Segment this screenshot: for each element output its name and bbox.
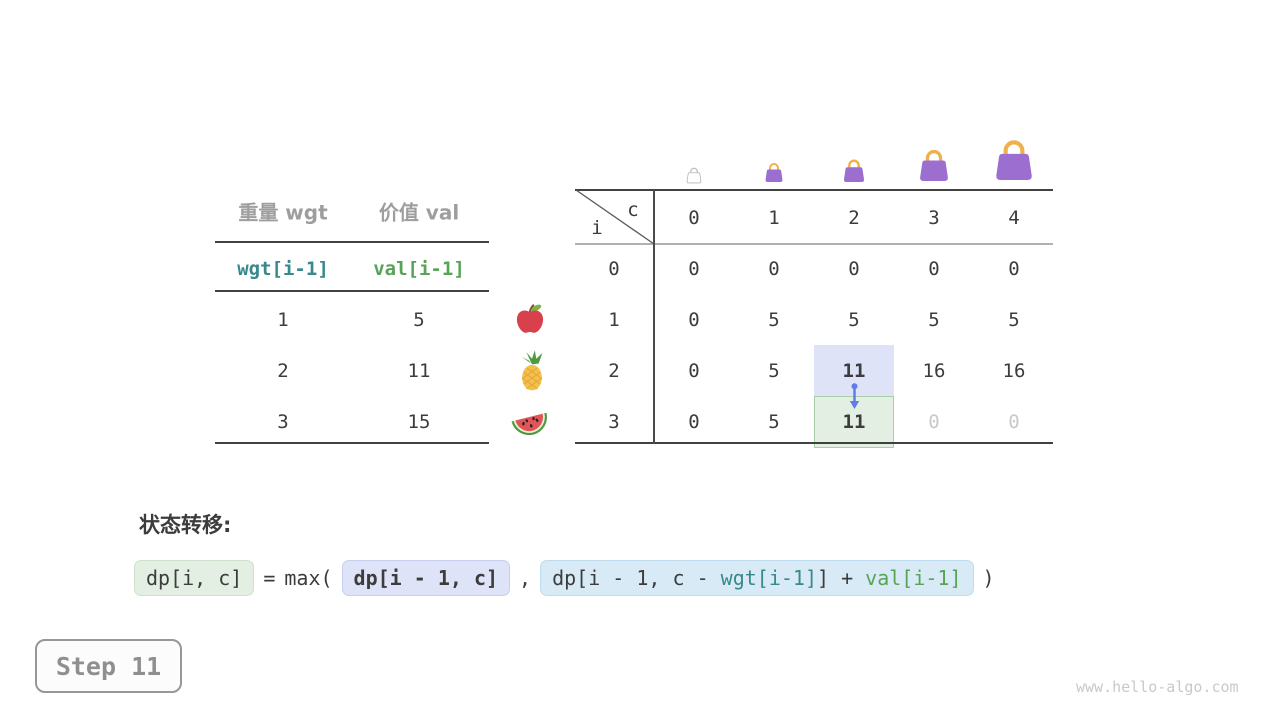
dp-cell-1-1: 5 (768, 309, 780, 331)
dp-col-header-4: 4 (1008, 207, 1020, 229)
dp-col-header-2: 2 (848, 207, 860, 229)
items-row-0-wgt: 1 (277, 309, 289, 331)
dp-col-header-0: 0 (688, 207, 700, 229)
items-col-header-weight: 重量 wgt (238, 200, 328, 225)
dp-cell-0-3: 0 (928, 258, 940, 280)
formula-lhs-pill: dp[i, c] (134, 560, 255, 596)
items-row-1-val: 11 (407, 360, 431, 382)
dp-table-rule-top (575, 189, 1053, 191)
dp-table-rule-header (575, 243, 1053, 245)
dp-cell-0-4: 0 (1008, 258, 1020, 280)
dp-cell-2-2-source: 11 (842, 360, 866, 382)
dp-cell-1-3: 5 (928, 309, 940, 331)
dp-row-header-3: 3 (608, 411, 620, 433)
dp-row-header-1: 1 (608, 309, 620, 331)
items-row-2-val: 15 (407, 411, 431, 433)
dp-cell-3-4: 0 (1008, 411, 1020, 433)
dp-col-header-1: 1 (768, 207, 780, 229)
dp-cell-3-0: 0 (688, 411, 700, 433)
formula-arg2-wgt: wgt[i-1] (720, 566, 817, 590)
items-table-rule-top (215, 241, 489, 243)
dp-cell-2-3: 16 (922, 360, 946, 382)
transition-arrow-icon (849, 383, 860, 409)
state-transition-label: 状态转移: (139, 513, 232, 537)
apple-icon (516, 304, 544, 333)
dp-corner-diagonal (575, 189, 655, 245)
dp-table-rule-vertical (653, 189, 655, 444)
bag-icon-medium (842, 159, 866, 183)
formula-comma: , (519, 566, 532, 590)
dp-cell-0-0: 0 (688, 258, 700, 280)
items-col-header-value: 价值 val (378, 200, 460, 225)
bag-icon-large (918, 149, 950, 183)
dp-cell-0-2: 0 (848, 258, 860, 280)
formula-arg1-pill: dp[i - 1, c] (341, 560, 511, 596)
dp-corner-col-var: c (627, 199, 639, 221)
items-table-rule-mid (215, 290, 489, 292)
items-row-0-val: 5 (413, 309, 425, 331)
pineapple-icon (521, 350, 543, 391)
step-badge: Step 11 (35, 639, 182, 693)
formula-arg2-pre: dp[i - 1, c - (552, 566, 721, 590)
items-var-val: val[i-1] (373, 258, 465, 280)
formula-max-open: max( (284, 566, 333, 590)
bag-icon-small (764, 163, 784, 183)
dp-col-header-3: 3 (928, 207, 940, 229)
dp-corner-row-var: i (591, 217, 603, 239)
items-var-wgt: wgt[i-1] (237, 258, 329, 280)
dp-cell-2-4: 16 (1002, 360, 1026, 382)
dp-table-rule-bottom (575, 442, 1053, 444)
dp-cell-3-1: 5 (768, 411, 780, 433)
dp-cell-0-1: 0 (768, 258, 780, 280)
items-row-2-wgt: 3 (277, 411, 289, 433)
dp-cell-2-0: 0 (688, 360, 700, 382)
formula-arg2-val: val[i-1] (865, 566, 962, 590)
formula-equals: = (263, 566, 276, 590)
dp-cell-1-2: 5 (848, 309, 860, 331)
formula-close-paren: ) (982, 566, 995, 590)
dp-cell-1-0: 0 (688, 309, 700, 331)
dp-cell-3-2-target: 11 (842, 411, 866, 433)
watermelon-icon (511, 412, 548, 436)
dp-row-header-0: 0 (608, 258, 620, 280)
dp-cell-3-3: 0 (928, 411, 940, 433)
empty-bag-icon (686, 167, 702, 184)
dp-row-header-2: 2 (608, 360, 620, 382)
items-row-1-wgt: 2 (277, 360, 289, 382)
dp-cell-2-1: 5 (768, 360, 780, 382)
dp-cell-1-4: 5 (1008, 309, 1020, 331)
watermark: www.hello-algo.com (1076, 678, 1239, 696)
items-table-rule-bottom (215, 442, 489, 444)
bag-icon-xlarge (991, 134, 1037, 184)
formula-arg2-pill: dp[i - 1, c - wgt[i-1]] + val[i-1] (540, 560, 974, 596)
state-transition-formula: dp[i, c] = max( dp[i - 1, c] , dp[i - 1,… (134, 560, 995, 596)
formula-arg2-mid: ] + (817, 566, 866, 590)
